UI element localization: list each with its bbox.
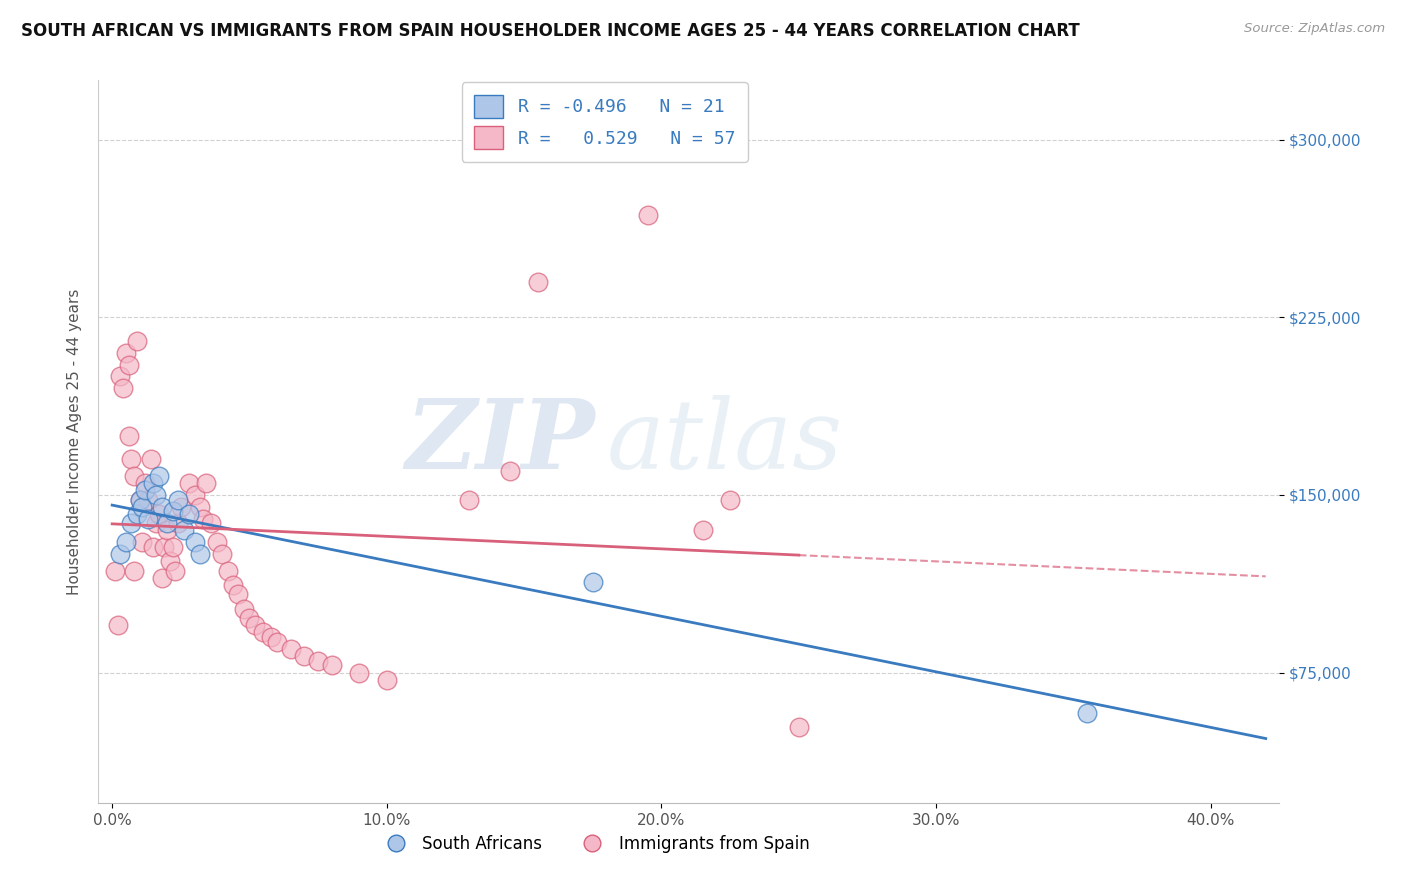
Point (122, 469, 145, 483)
Point (148, 469, 170, 483)
Point (217, 564, 239, 578)
Point (349, 665, 371, 680)
Point (222, 578, 245, 592)
Point (131, 500, 153, 514)
Point (183, 535, 205, 549)
Point (134, 483, 156, 497)
Point (136, 511, 159, 525)
Point (238, 611, 260, 625)
Point (159, 554, 181, 568)
Point (110, 547, 132, 561)
Point (117, 358, 139, 372)
Point (280, 641, 302, 656)
Point (117, 428, 139, 442)
Point (128, 492, 150, 507)
Point (252, 625, 274, 640)
Point (499, 464, 522, 478)
Point (294, 648, 316, 663)
Point (692, 524, 714, 538)
Point (142, 475, 165, 490)
Point (167, 516, 190, 531)
Point (156, 516, 179, 531)
Point (150, 571, 173, 585)
Point (637, 208, 659, 222)
Point (104, 564, 127, 578)
Legend: South Africans, Immigrants from Spain: South Africans, Immigrants from Spain (373, 828, 817, 860)
Point (145, 488, 167, 502)
Point (107, 618, 129, 632)
Point (375, 673, 398, 687)
Point (145, 516, 167, 531)
Point (170, 500, 193, 514)
Point (233, 601, 256, 615)
Point (458, 492, 481, 507)
Point (165, 564, 187, 578)
Point (110, 369, 132, 384)
Point (243, 618, 266, 632)
Point (131, 535, 153, 549)
Point (194, 475, 217, 490)
Point (228, 587, 250, 601)
Point (142, 540, 165, 554)
Point (173, 524, 195, 538)
Point (718, 492, 741, 507)
Point (115, 345, 138, 359)
Point (191, 511, 214, 525)
Point (125, 334, 148, 348)
Point (153, 540, 176, 554)
Point (139, 452, 162, 467)
Point (183, 488, 205, 502)
Point (1076, 706, 1098, 720)
Point (150, 500, 173, 514)
Point (167, 492, 190, 507)
Point (582, 575, 605, 590)
Point (125, 507, 148, 521)
Text: SOUTH AFRICAN VS IMMIGRANTS FROM SPAIN HOUSEHOLDER INCOME AGES 25 - 44 YEARS COR: SOUTH AFRICAN VS IMMIGRANTS FROM SPAIN H… (21, 22, 1080, 40)
Point (188, 500, 211, 514)
Point (112, 381, 135, 395)
Text: atlas: atlas (606, 394, 842, 489)
Point (156, 524, 179, 538)
Point (307, 654, 329, 668)
Point (211, 547, 233, 561)
Point (136, 492, 159, 507)
Point (162, 504, 184, 518)
Point (266, 634, 288, 648)
Point (134, 475, 156, 490)
Point (200, 516, 222, 531)
Text: Source: ZipAtlas.com: Source: ZipAtlas.com (1244, 22, 1385, 36)
Y-axis label: Householder Income Ages 25 - 44 years: Householder Income Ages 25 - 44 years (66, 288, 82, 595)
Point (177, 475, 200, 490)
Point (321, 658, 343, 673)
Text: ZIP: ZIP (405, 394, 595, 489)
Point (162, 540, 184, 554)
Point (188, 547, 211, 561)
Point (148, 507, 170, 521)
Point (527, 275, 550, 289)
Point (787, 720, 810, 734)
Point (120, 516, 142, 531)
Point (205, 535, 228, 549)
Point (128, 492, 150, 507)
Point (177, 507, 200, 521)
Point (122, 564, 145, 578)
Point (260, 630, 283, 644)
Point (120, 452, 142, 467)
Point (115, 535, 138, 549)
